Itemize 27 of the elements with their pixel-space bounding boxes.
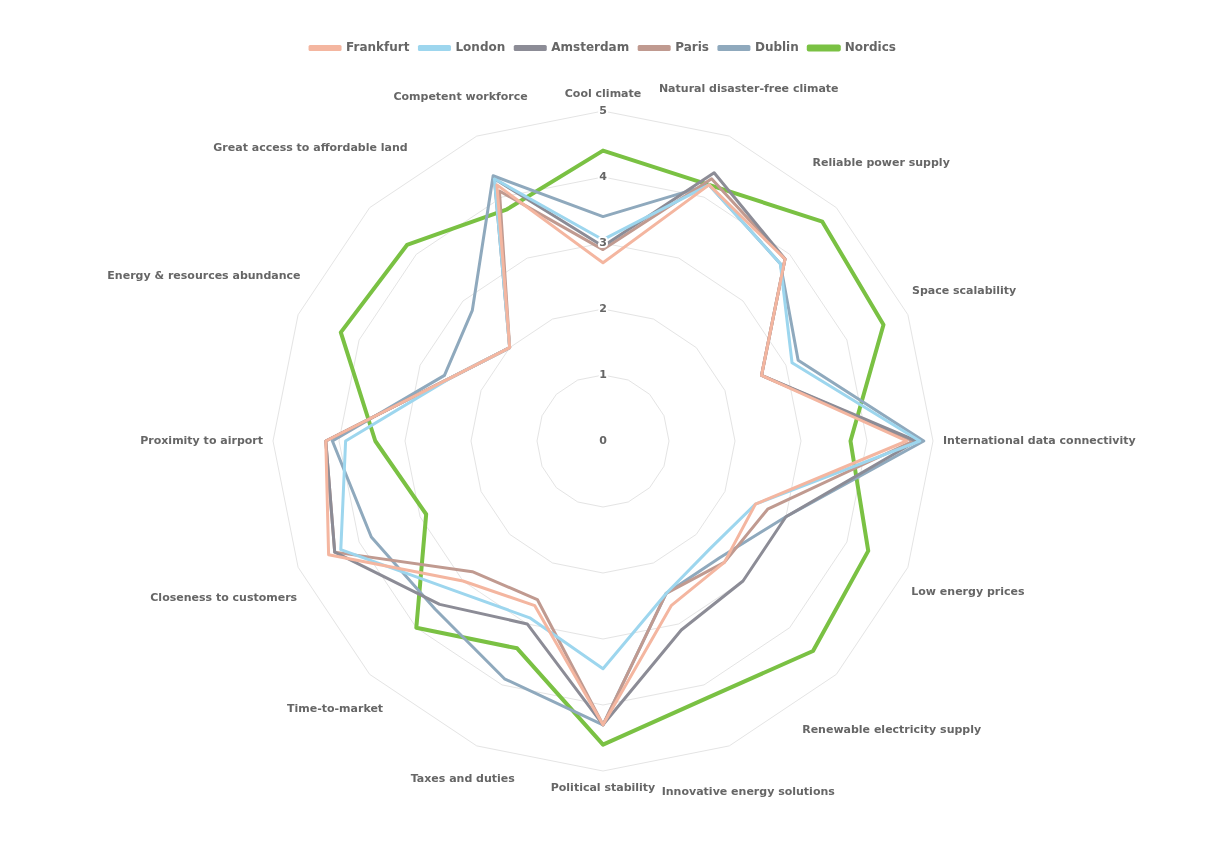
- spoke-label: Reliable power supply: [812, 155, 950, 169]
- y-tick-label: 2: [599, 301, 607, 315]
- spoke-label: Closeness to customers: [150, 590, 298, 604]
- spoke-label: Great access to affordable land: [213, 141, 408, 155]
- y-tick-label: 0: [599, 433, 608, 447]
- y-tick-label: 1: [599, 367, 607, 381]
- spoke-label: Innovative energy solutions: [661, 784, 836, 798]
- spoke-label: Space scalability: [911, 284, 1017, 298]
- y-tick-label: 4: [599, 169, 608, 183]
- legend-label: London: [455, 40, 506, 55]
- legend-label: Nordics: [844, 40, 896, 55]
- legend-label: Amsterdam: [551, 40, 630, 55]
- spoke-label: Natural disaster-free climate: [658, 82, 839, 96]
- spoke-label: Proximity to airport: [140, 433, 263, 447]
- y-tick-label: 5: [599, 103, 607, 117]
- legend-label: Frankfurt: [346, 40, 410, 55]
- legend-label: Paris: [675, 40, 709, 55]
- spoke-label: Time-to-market: [286, 701, 384, 715]
- spoke-label: International data connectivity: [942, 433, 1136, 447]
- spoke-label: Competent workforce: [393, 90, 528, 104]
- spoke-label: Energy & resources abundance: [107, 268, 301, 282]
- spoke-label: Cool climate: [564, 86, 642, 100]
- spoke-label: Taxes and duties: [410, 772, 516, 786]
- legend-label: Dublin: [754, 40, 799, 55]
- spoke-label: Renewable electricity supply: [802, 722, 982, 736]
- spoke-label: Low energy prices: [911, 585, 1025, 599]
- spoke-label: Political stability: [550, 780, 656, 794]
